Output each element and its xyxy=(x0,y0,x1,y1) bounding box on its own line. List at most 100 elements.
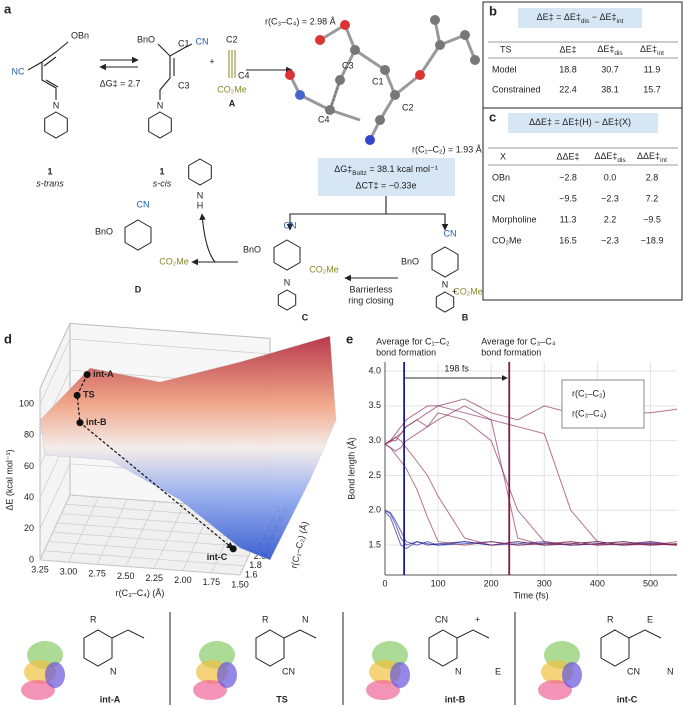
six-ring xyxy=(431,246,459,278)
atom xyxy=(335,75,345,85)
grid-line xyxy=(39,559,241,576)
grid-line xyxy=(39,463,71,529)
state-label: TS xyxy=(276,694,288,704)
table-cell: −9.5 xyxy=(643,214,661,224)
x-tick-label: 300 xyxy=(537,578,552,588)
morpholine-ring xyxy=(188,158,212,186)
state-label: int-C xyxy=(617,694,638,704)
y-tick-label: 1.8 xyxy=(249,560,262,570)
header-main: ΔE‡ xyxy=(640,44,657,54)
table-cell: −2.3 xyxy=(601,235,619,245)
formula-sub: dis xyxy=(581,18,590,25)
grid-line xyxy=(52,531,253,548)
atom-label: N xyxy=(157,100,164,110)
atom-label: BnO xyxy=(401,256,419,266)
energy-surface xyxy=(39,335,337,561)
table-cell: 11.3 xyxy=(560,214,577,224)
atom-label: BnO xyxy=(243,244,261,254)
table-cell: −2.8 xyxy=(559,172,577,182)
bond xyxy=(157,43,193,57)
grid-line xyxy=(68,496,99,563)
atom xyxy=(315,35,325,45)
arrow-label: ring closing xyxy=(348,295,394,305)
average-label: Average for C₃–C₄ xyxy=(481,336,556,346)
atom xyxy=(430,15,440,25)
atom-label: CO₂Me xyxy=(217,84,247,94)
average-label: bond formation xyxy=(376,347,436,357)
x-tick-label: 1.75 xyxy=(203,577,221,587)
structure-label: E xyxy=(495,666,501,676)
energy-text-part: ΔG‡ xyxy=(334,164,352,174)
header-main: ΔΔE‡ xyxy=(594,151,617,161)
atom-label: C4 xyxy=(238,70,250,80)
point-label: TS xyxy=(83,390,95,400)
x-tick-label: 2.25 xyxy=(146,573,164,583)
atom-label: N xyxy=(284,277,291,287)
y-axis-label: r(C₁–C₂) (Å) xyxy=(289,520,310,569)
formula-part: ΔE‡ = ΔE‡ xyxy=(537,12,581,22)
equilibrium-energy: ΔG‡ = 2.7 xyxy=(100,78,141,88)
state-label: int-A xyxy=(100,694,121,704)
atom-label: NC xyxy=(12,66,25,76)
panel-label: d xyxy=(4,331,12,346)
forming-bond xyxy=(329,79,341,111)
x-tick-label: 2.00 xyxy=(174,575,192,585)
stationary-point xyxy=(229,545,237,553)
orbital-lobe xyxy=(21,680,55,700)
energy-text-sub: Boltz xyxy=(352,170,366,177)
morpholine-ring xyxy=(148,111,172,139)
x-tick-label: 400 xyxy=(590,578,605,588)
table-cell: 11.9 xyxy=(644,64,661,74)
grid-line xyxy=(96,499,128,565)
structure-label: CN xyxy=(435,614,448,624)
conformer-label: s-cis xyxy=(153,178,172,188)
structure-label: N xyxy=(667,666,674,676)
structure-label: CN xyxy=(627,666,640,676)
table-header: ΔE‡int xyxy=(640,44,664,57)
y-tick-label: 2.5 xyxy=(368,470,381,480)
bond xyxy=(27,41,69,71)
legend-entry: r(C₃–C₄) xyxy=(572,408,606,418)
formula-part: − ΔE‡ xyxy=(589,12,616,22)
table-cell: 38.1 xyxy=(601,84,619,94)
structure-bonds xyxy=(83,629,145,667)
atom-label: N xyxy=(197,190,204,200)
structure-label: R xyxy=(90,614,97,624)
table-cell: 22.4 xyxy=(559,84,577,94)
energy-text: ΔCT‡ = −0.33e xyxy=(355,180,416,190)
atom xyxy=(295,90,305,100)
compound-label: D xyxy=(135,284,142,294)
x-tick-label: 3.00 xyxy=(60,567,78,577)
table-cell: CN xyxy=(492,193,505,203)
table-cell: 0.0 xyxy=(604,172,617,182)
structure-label: N xyxy=(455,666,462,676)
atom-label: OBn xyxy=(71,30,89,40)
x-tick-label: 2.50 xyxy=(117,571,135,581)
atom xyxy=(375,115,385,125)
panel-label: e xyxy=(346,331,353,346)
x-axis-label: r(C₃–C₄) (Å) xyxy=(116,588,165,598)
atom-label: N xyxy=(53,100,60,110)
table-cell: Model xyxy=(492,64,517,74)
table-cell: −9.5 xyxy=(559,193,577,203)
atom xyxy=(325,105,335,115)
trajectory-line xyxy=(384,405,678,546)
structure-bonds xyxy=(255,629,317,667)
table-cell: 7.2 xyxy=(646,193,659,203)
bond xyxy=(159,56,171,100)
conformer-label: s-trans xyxy=(36,178,64,188)
six-ring xyxy=(124,219,152,251)
energy-box xyxy=(318,158,455,196)
distance-label: r(C₃–C₄) = 2.98 Å xyxy=(265,16,336,26)
point-label: int-A xyxy=(93,369,114,379)
z-tick-label: 0 xyxy=(29,554,34,564)
table-cell: Morpholine xyxy=(492,214,537,224)
z-tick-label: 100 xyxy=(19,398,34,408)
atom-label: C4 xyxy=(318,114,330,124)
atom xyxy=(285,70,295,80)
z-tick-label: 40 xyxy=(24,492,34,502)
atom xyxy=(415,70,425,80)
table-cell: CO₂Me xyxy=(492,235,522,245)
grid-line xyxy=(69,338,271,355)
table-header: ΔE‡dis xyxy=(597,44,623,57)
